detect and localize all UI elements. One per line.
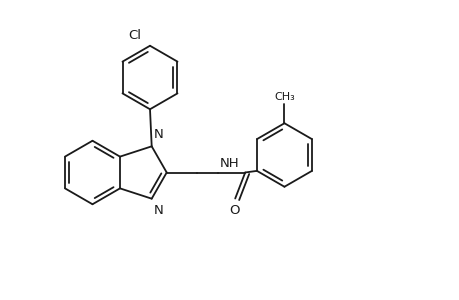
- Text: NH: NH: [219, 157, 239, 170]
- Text: Cl: Cl: [128, 29, 141, 42]
- Text: CH₃: CH₃: [274, 92, 294, 102]
- Text: N: N: [154, 128, 163, 141]
- Text: O: O: [229, 203, 239, 217]
- Text: N: N: [154, 204, 163, 217]
